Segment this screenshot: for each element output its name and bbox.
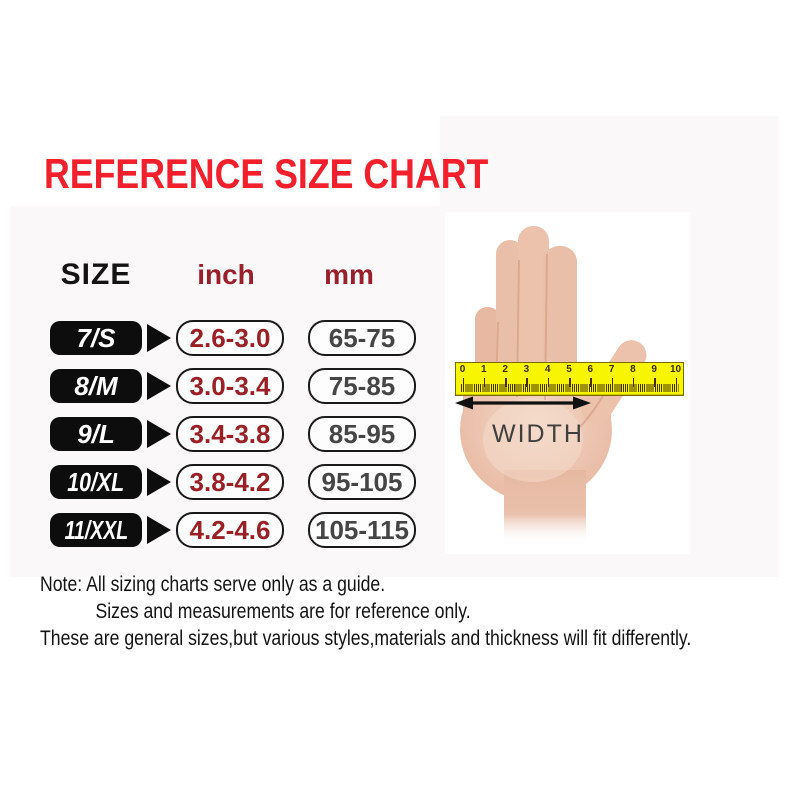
arrow-right-icon (147, 372, 171, 400)
table-rows: 7/S 2.6-3.0 65-75 8/M 3.0-3.4 75-85 9/L … (50, 320, 418, 548)
note-line: These are general sizes,but various styl… (40, 627, 692, 650)
ruler-number: 10 (669, 364, 682, 375)
column-header-inch: inch (197, 259, 255, 290)
inch-range-box: 3.4-3.8 (176, 416, 284, 452)
size-badge: 8/M (50, 369, 142, 403)
ruler: 0 1 2 3 4 5 6 7 8 9 10 (455, 362, 684, 396)
ruler-major-tick (569, 378, 571, 387)
table-row: 7/S 2.6-3.0 65-75 (50, 320, 418, 356)
ruler-major-tick (526, 378, 528, 387)
ruler-major-tick (505, 378, 507, 387)
ruler-number: 1 (481, 364, 487, 375)
ruler-major-tick (632, 378, 635, 387)
page-title: REFERENCE SIZE CHART (44, 150, 489, 197)
arrow-right-icon (147, 420, 171, 448)
inch-range-box: 3.0-3.4 (176, 368, 284, 404)
ruler-number: 9 (651, 364, 657, 375)
table-row: 9/L 3.4-3.8 85-95 (50, 416, 418, 452)
ruler-number: 8 (630, 364, 636, 375)
ruler-major-tick (611, 378, 614, 387)
size-badge: 7/S (50, 321, 142, 355)
ruler-major-tick (590, 378, 592, 387)
inch-range-box: 4.2-4.6 (176, 512, 284, 548)
size-badge-label: 11/XXL (64, 514, 128, 545)
arrow-right-icon (147, 468, 171, 496)
ruler-major-tick (483, 378, 486, 387)
ruler-number: 6 (587, 364, 594, 375)
mm-range-box: 85-95 (308, 416, 416, 452)
mm-range-box: 65-75 (308, 320, 416, 356)
arrow-right-icon (147, 516, 171, 544)
inch-range-box: 3.8-4.2 (176, 464, 284, 500)
table-row: 10/XL 3.8-4.2 95-105 (50, 464, 418, 500)
ruler-number: 7 (608, 364, 615, 375)
mm-range-box: 105-115 (308, 512, 416, 548)
ruler-major-tick (675, 378, 677, 387)
ruler-major-tick (547, 378, 550, 387)
table-row: 8/M 3.0-3.4 75-85 (50, 368, 418, 404)
width-label: WIDTH (492, 420, 584, 448)
size-badge: 10/XL (50, 465, 142, 499)
size-badge-label: 7/S (76, 322, 116, 353)
size-chart-table: SIZE inch mm 7/S 2.6-3.0 65-75 8/M 3.0-3… (50, 252, 418, 548)
size-badge: 11/XXL (50, 513, 142, 547)
size-badge-label: 10/XL (67, 466, 125, 497)
table-row: 11/XXL 4.2-4.6 105-115 (50, 512, 418, 548)
inch-range-box: 2.6-3.0 (176, 320, 284, 356)
table-header-row: SIZE inch mm (50, 252, 418, 298)
ruler-major-tick (462, 378, 464, 387)
ruler-major-tick (654, 378, 656, 387)
size-badge: 9/L (50, 417, 142, 451)
width-arrow-icon (455, 396, 591, 410)
arrow-right-icon (147, 324, 171, 352)
column-header-size: SIZE (60, 258, 132, 291)
size-badge-label: 9/L (77, 418, 115, 449)
ruler-number: 2 (502, 364, 508, 375)
size-badge-label: 8/M (74, 370, 118, 401)
column-header-mm: mm (324, 259, 374, 290)
note-line: Note: All sizing charts serve only as a … (40, 573, 386, 596)
note-block: Note: All sizing charts serve only as a … (40, 571, 691, 652)
ruler-number: 3 (523, 364, 530, 375)
note-line: Sizes and measurements are for reference… (95, 600, 471, 623)
ruler-number: 5 (566, 364, 572, 375)
mm-range-box: 95-105 (308, 464, 416, 500)
ruler-number: 4 (544, 364, 551, 375)
background-panel-right (440, 116, 779, 208)
ruler-number: 0 (459, 364, 466, 375)
ruler-minor-ticks (461, 384, 679, 392)
mm-range-box: 75-85 (308, 368, 416, 404)
